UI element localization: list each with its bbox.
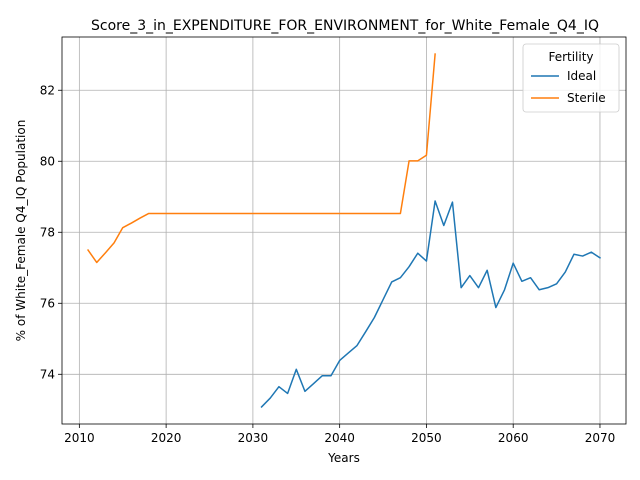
x-tick-label: 2050	[411, 431, 442, 445]
y-tick-label: 74	[40, 367, 55, 381]
y-tick-label: 80	[40, 154, 55, 168]
y-axis-ticks: 74 76 78 80 82	[40, 83, 62, 381]
x-tick-label: 2030	[238, 431, 269, 445]
legend: Fertility Ideal Sterile	[522, 43, 620, 113]
x-tick-label: 2010	[64, 431, 95, 445]
y-axis-label: % of White_Female Q4_IQ Population	[14, 120, 28, 342]
legend-box	[522, 43, 620, 113]
series-line-sterile	[86, 53, 436, 264]
plot-frame	[61, 36, 627, 425]
y-tick-label: 76	[40, 296, 55, 310]
series-line-ideal	[260, 200, 602, 409]
series-lines	[86, 53, 602, 409]
x-axis-ticks: 2010 2020 2030 2040 2050 2060 2070	[64, 424, 615, 445]
legend-title: Fertility	[548, 50, 593, 64]
grid	[62, 37, 626, 424]
legend-label-sterile: Sterile	[567, 91, 606, 105]
chart-title: Score_3_in_EXPENDITURE_FOR_ENVIRONMENT_f…	[91, 18, 599, 34]
y-tick-label: 78	[40, 225, 55, 239]
x-tick-label: 2020	[151, 431, 182, 445]
x-tick-label: 2060	[498, 431, 529, 445]
x-tick-label: 2070	[585, 431, 616, 445]
y-tick-label: 82	[40, 83, 55, 97]
legend-label-ideal: Ideal	[567, 69, 596, 83]
x-tick-label: 2040	[324, 431, 355, 445]
x-axis-label: Years	[327, 451, 360, 465]
